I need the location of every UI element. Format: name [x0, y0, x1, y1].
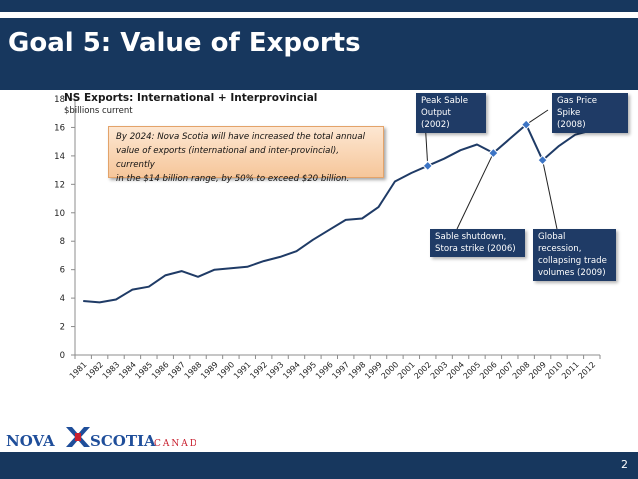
y-tick-label: 4	[60, 294, 65, 304]
data-marker-2008	[520, 119, 532, 130]
top-accent-bar	[0, 0, 638, 12]
data-marker-2006	[488, 147, 499, 159]
series-line	[83, 123, 593, 304]
callout-gas-price-spike: Gas Price Spike (2008)	[552, 93, 628, 133]
y-tick-label: 14	[54, 152, 65, 162]
x-tick-label: 1990	[216, 360, 237, 381]
title-band	[0, 18, 638, 90]
goal-line-3: in the $14 billion range, by 50% to exce…	[116, 174, 350, 184]
goal-line-1: By 2024: Nova Scotia will have increased…	[116, 132, 365, 142]
x-tick-label: 2008	[511, 360, 532, 381]
x-tick-label: 2006	[478, 360, 499, 381]
slide-title: Goal 5: Value of Exports	[8, 28, 361, 58]
page-number: 2	[621, 458, 628, 471]
x-tick-label: 1989	[199, 360, 220, 381]
data-marker-2002	[422, 160, 433, 172]
x-tick-label: 1995	[298, 360, 319, 381]
y-tick-label: 12	[54, 180, 65, 190]
x-tick-label: 2010	[544, 360, 565, 381]
x-tick-label: 1983	[101, 360, 122, 381]
x-tick-label: 1997	[330, 360, 351, 381]
chart-title: NS Exports: International + Interprovinc…	[64, 92, 318, 104]
y-tick-label: 16	[54, 123, 65, 133]
x-tick-label: 1991	[232, 360, 253, 381]
x-tick-label: 2003	[429, 360, 450, 381]
x-tick-label: 2002	[412, 360, 433, 381]
x-tick-label: 2007	[494, 360, 515, 381]
x-tick-label: 2000	[380, 360, 401, 381]
callout-recession-line-3: volumes (2009)	[538, 268, 606, 278]
chart-subtitle: $billions current	[64, 106, 133, 116]
x-tick-label: 2005	[462, 360, 483, 381]
x-tick-label: 2004	[445, 360, 466, 381]
callout-sable-shutdown: Sable shutdown, Stora strike (2006)	[430, 229, 525, 257]
x-tick-label: 1984	[117, 360, 138, 381]
callout-global-recession: Global recession, collapsing trade volum…	[533, 229, 616, 281]
callout-recession-line-1: Global recession,	[538, 232, 582, 254]
y-tick-label: 8	[60, 237, 65, 247]
y-tick-label: 2	[60, 323, 65, 333]
x-tick-label: 1999	[363, 360, 384, 381]
x-tick-label: 1993	[265, 360, 286, 381]
x-tick-label: 1982	[84, 360, 105, 381]
x-tick-label: 2012	[576, 360, 597, 381]
y-tick-label: 18	[54, 95, 65, 105]
goal-annotation-box: By 2024: Nova Scotia will have increased…	[108, 126, 384, 184]
callout-peak-sable: Peak Sable Output (2002)	[416, 93, 486, 133]
x-tick-label: 2011	[560, 360, 581, 381]
x-tick-label: 1994	[281, 360, 302, 381]
x-tick-label: 1998	[347, 360, 368, 381]
logo-text-nova: NOVA	[6, 432, 55, 450]
data-marker-2009	[537, 154, 548, 166]
x-tick-label: 1987	[166, 360, 187, 381]
nova-scotia-logo: NOVA SCOTIA CANADA	[6, 427, 196, 450]
callout-gas-line-2: (2008)	[557, 120, 586, 130]
logo-text-canada: CANADA	[154, 439, 196, 449]
callout-peak-sable-line-1: Peak Sable	[421, 96, 468, 106]
callout-sable-line-1: Sable shutdown,	[435, 232, 507, 242]
x-tick-label: 1981	[68, 360, 89, 381]
callout-recession-line-2: collapsing trade	[538, 256, 607, 266]
y-tick-label: 10	[54, 209, 65, 219]
saltire-flag-icon	[66, 427, 90, 447]
x-tick-label: 1985	[133, 360, 154, 381]
x-tick-label: 1986	[150, 360, 171, 381]
y-tick-label: 6	[60, 266, 65, 276]
leader-gas-spike	[525, 109, 549, 126]
bottom-bar	[0, 452, 638, 479]
callout-gas-line-1: Gas Price Spike	[557, 96, 598, 118]
x-tick-label: 2009	[527, 360, 548, 381]
leader-global-recession	[542, 160, 558, 230]
x-tick-label: 1996	[314, 360, 335, 381]
y-tick-label: 0	[60, 351, 65, 361]
x-tick-label: 1992	[248, 360, 269, 381]
leader-sable-shutdown	[456, 152, 494, 230]
goal-line-2: value of exports (international and inte…	[116, 146, 339, 170]
exports-line-chart: 0246810121416181981198219831984198519861…	[54, 95, 601, 381]
callout-sable-line-2: Stora strike (2006)	[435, 244, 516, 254]
x-tick-label: 1988	[183, 360, 204, 381]
x-tick-label: 2001	[396, 360, 417, 381]
callout-peak-sable-line-2: Output (2002)	[421, 108, 451, 130]
logo-text-scotia: SCOTIA	[90, 432, 156, 450]
